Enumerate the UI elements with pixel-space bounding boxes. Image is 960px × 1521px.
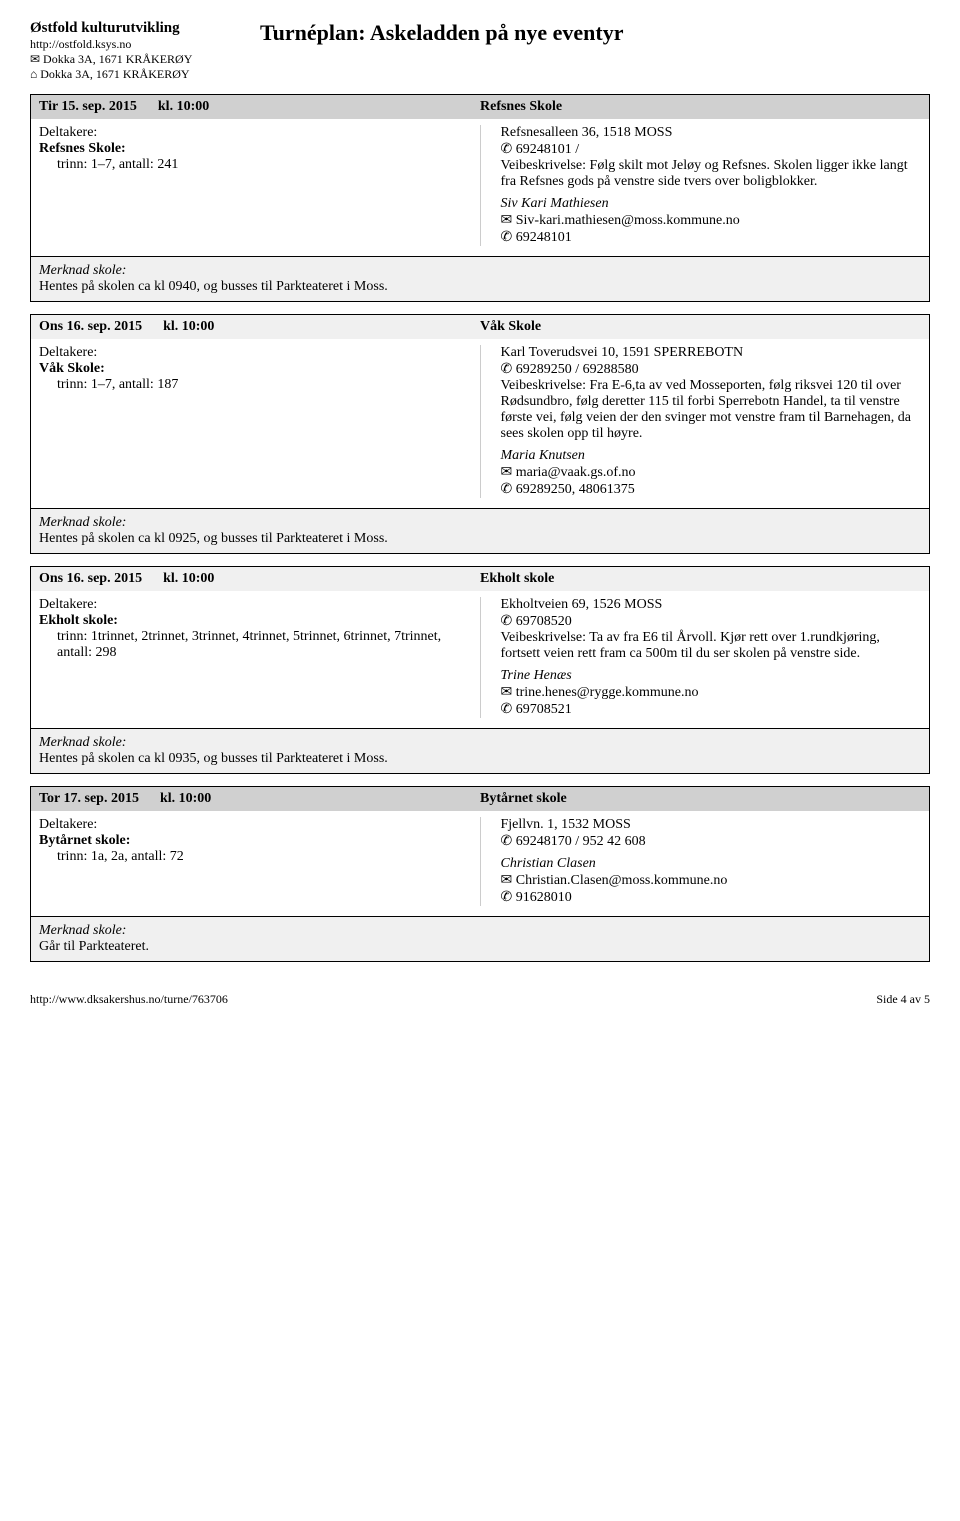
event-school: Våk Skole (480, 319, 921, 335)
org-block: Østfold kulturutvikling http://ostfold.k… (30, 20, 260, 82)
event-block: Tir 15. sep. 2015 kl. 10:00 Refsnes Skol… (30, 94, 930, 302)
event-school: Refsnes Skole (480, 99, 921, 115)
event-header: Ons 16. sep. 2015 kl. 10:00 Ekholt skole (31, 567, 929, 591)
event-body: Deltakere: Bytårnet skole: trinn: 1a, 2a… (31, 811, 929, 916)
address-line: Fjellvn. 1, 1532 MOSS (501, 817, 922, 833)
org-addr-home: ⌂ Dokka 3A, 1671 KRÅKERØY (30, 67, 260, 82)
contact-phone: ✆ 69248101 (501, 229, 922, 246)
contact-name: Maria Knutsen (501, 448, 922, 464)
phone-line: ✆ 69289250 / 69288580 (501, 361, 922, 378)
contact-phone: ✆ 69289250, 48061375 (501, 481, 922, 498)
event-body: Deltakere: Refsnes Skole: trinn: 1–7, an… (31, 119, 929, 256)
event-header: Tor 17. sep. 2015 kl. 10:00 Bytårnet sko… (31, 787, 929, 811)
event-date: Tor 17. sep. 2015 (39, 791, 139, 806)
event-header: Ons 16. sep. 2015 kl. 10:00 Våk Skole (31, 315, 929, 339)
org-url: http://ostfold.ksys.no (30, 37, 260, 52)
note-text: Går til Parkteateret. (39, 939, 921, 955)
address-col: Ekholtveien 69, 1526 MOSS ✆ 69708520 Vei… (481, 597, 922, 718)
event-header: Tir 15. sep. 2015 kl. 10:00 Refsnes Skol… (31, 95, 929, 119)
event-block: Ons 16. sep. 2015 kl. 10:00 Våk Skole De… (30, 314, 930, 554)
participants-label: Deltakere: (39, 817, 460, 833)
note-block: Merknad skole: Hentes på skolen ca kl 09… (31, 728, 929, 773)
page-header: Østfold kulturutvikling http://ostfold.k… (30, 20, 930, 82)
page-title: Turnéplan: Askeladden på nye eventyr (260, 20, 623, 46)
address-col: Karl Toverudsvei 10, 1591 SPERREBOTN ✆ 6… (481, 345, 922, 498)
footer-url: http://www.dksakershus.no/turne/763706 (30, 992, 228, 1007)
school-name: Refsnes Skole: (39, 141, 126, 156)
route-desc: Veibeskrivelse: Følg skilt mot Jeløy og … (501, 158, 922, 190)
phone-line: ✆ 69248101 / (501, 141, 922, 158)
address-col: Refsnesalleen 36, 1518 MOSS ✆ 69248101 /… (481, 125, 922, 246)
note-label: Merknad skole: (39, 735, 921, 751)
page-footer: http://www.dksakershus.no/turne/763706 S… (30, 992, 930, 1007)
contact-name: Siv Kari Mathiesen (501, 196, 922, 212)
note-text: Hentes på skolen ca kl 0940, og busses t… (39, 279, 921, 295)
event-body: Deltakere: Ekholt skole: trinn: 1trinnet… (31, 591, 929, 728)
contact-name: Christian Clasen (501, 856, 922, 872)
event-date: Tir 15. sep. 2015 (39, 99, 137, 114)
trinn-line: trinn: 1trinnet, 2trinnet, 3trinnet, 4tr… (39, 629, 460, 661)
participants-col: Deltakere: Våk Skole: trinn: 1–7, antall… (39, 345, 481, 498)
school-name: Ekholt skole: (39, 613, 118, 628)
event-time: kl. 10:00 (158, 99, 209, 114)
contact-email: ✉ maria@vaak.gs.of.no (501, 464, 922, 481)
note-label: Merknad skole: (39, 515, 921, 531)
contact-phone: ✆ 91628010 (501, 889, 922, 906)
participants-col: Deltakere: Ekholt skole: trinn: 1trinnet… (39, 597, 481, 718)
contact-name: Trine Henæs (501, 668, 922, 684)
note-block: Merknad skole: Hentes på skolen ca kl 09… (31, 508, 929, 553)
contact-email: ✉ Siv-kari.mathiesen@moss.kommune.no (501, 212, 922, 229)
phone-line: ✆ 69708520 (501, 613, 922, 630)
event-time: kl. 10:00 (163, 319, 214, 334)
contact-phone: ✆ 69708521 (501, 701, 922, 718)
participants-label: Deltakere: (39, 345, 460, 361)
note-text: Hentes på skolen ca kl 0935, og busses t… (39, 751, 921, 767)
address-line: Ekholtveien 69, 1526 MOSS (501, 597, 922, 613)
route-desc: Veibeskrivelse: Ta av fra E6 til Årvoll.… (501, 630, 922, 662)
event-time: kl. 10:00 (160, 791, 211, 806)
note-label: Merknad skole: (39, 263, 921, 279)
event-date: Ons 16. sep. 2015 (39, 319, 142, 334)
contact-email: ✉ trine.henes@rygge.kommune.no (501, 684, 922, 701)
note-text: Hentes på skolen ca kl 0925, og busses t… (39, 531, 921, 547)
trinn-line: trinn: 1–7, antall: 187 (39, 377, 460, 393)
org-addr-mail: ✉ Dokka 3A, 1671 KRÅKERØY (30, 52, 260, 67)
event-block: Tor 17. sep. 2015 kl. 10:00 Bytårnet sko… (30, 786, 930, 962)
participants-col: Deltakere: Bytårnet skole: trinn: 1a, 2a… (39, 817, 481, 906)
school-name: Bytårnet skole: (39, 833, 130, 848)
event-time: kl. 10:00 (163, 571, 214, 586)
event-school: Bytårnet skole (480, 791, 921, 807)
contact-email: ✉ Christian.Clasen@moss.kommune.no (501, 872, 922, 889)
note-label: Merknad skole: (39, 923, 921, 939)
address-col: Fjellvn. 1, 1532 MOSS ✆ 69248170 / 952 4… (481, 817, 922, 906)
event-body: Deltakere: Våk Skole: trinn: 1–7, antall… (31, 339, 929, 508)
school-name: Våk Skole: (39, 361, 105, 376)
footer-page: Side 4 av 5 (876, 992, 930, 1007)
event-block: Ons 16. sep. 2015 kl. 10:00 Ekholt skole… (30, 566, 930, 774)
phone-line: ✆ 69248170 / 952 42 608 (501, 833, 922, 850)
event-school: Ekholt skole (480, 571, 921, 587)
address-line: Refsnesalleen 36, 1518 MOSS (501, 125, 922, 141)
event-date: Ons 16. sep. 2015 (39, 571, 142, 586)
note-block: Merknad skole: Går til Parkteateret. (31, 916, 929, 961)
trinn-line: trinn: 1–7, antall: 241 (39, 157, 460, 173)
trinn-line: trinn: 1a, 2a, antall: 72 (39, 849, 460, 865)
route-desc: Veibeskrivelse: Fra E-6,ta av ved Mossep… (501, 378, 922, 442)
org-name: Østfold kulturutvikling (30, 20, 260, 37)
address-line: Karl Toverudsvei 10, 1591 SPERREBOTN (501, 345, 922, 361)
participants-label: Deltakere: (39, 125, 460, 141)
participants-label: Deltakere: (39, 597, 460, 613)
note-block: Merknad skole: Hentes på skolen ca kl 09… (31, 256, 929, 301)
participants-col: Deltakere: Refsnes Skole: trinn: 1–7, an… (39, 125, 481, 246)
